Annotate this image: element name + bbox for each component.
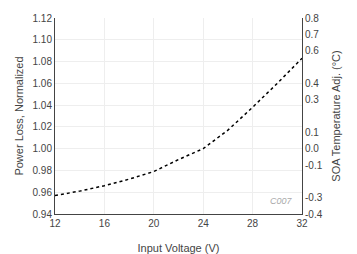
svg-text:C007: C007 (270, 196, 293, 206)
svg-text:16: 16 (99, 218, 111, 229)
svg-text:1.10: 1.10 (33, 34, 53, 45)
svg-text:1.00: 1.00 (33, 143, 53, 154)
svg-text:Input Voltage (V): Input Voltage (V) (138, 242, 220, 254)
svg-text:1.08: 1.08 (33, 56, 53, 67)
svg-text:-0.1: -0.1 (305, 160, 323, 171)
svg-text:32: 32 (296, 218, 308, 229)
svg-text:0.98: 0.98 (33, 165, 53, 176)
svg-text:24: 24 (198, 218, 210, 229)
svg-text:20: 20 (148, 218, 160, 229)
svg-text:0.0: 0.0 (305, 143, 319, 154)
svg-text:0.1: 0.1 (305, 127, 319, 138)
svg-text:1.06: 1.06 (33, 78, 53, 89)
svg-text:12: 12 (49, 218, 61, 229)
svg-text:28: 28 (247, 218, 259, 229)
svg-text:0.7: 0.7 (305, 29, 319, 40)
svg-text:0.8: 0.8 (305, 13, 319, 24)
svg-text:1.12: 1.12 (33, 13, 53, 24)
svg-text:0.94: 0.94 (33, 209, 53, 220)
svg-text:0.6: 0.6 (305, 45, 319, 56)
svg-text:-0.4: -0.4 (305, 209, 323, 220)
svg-text:-0.3: -0.3 (305, 192, 323, 203)
svg-text:SOA Temperature Adj. (°C): SOA Temperature Adj. (°C) (330, 50, 342, 181)
svg-text:0.96: 0.96 (33, 187, 53, 198)
svg-text:Power Loss, Normalized: Power Loss, Normalized (13, 56, 25, 175)
svg-text:1.02: 1.02 (33, 121, 53, 132)
svg-text:1.04: 1.04 (33, 100, 53, 111)
svg-text:0.3: 0.3 (305, 94, 319, 105)
svg-text:0.4: 0.4 (305, 78, 319, 89)
